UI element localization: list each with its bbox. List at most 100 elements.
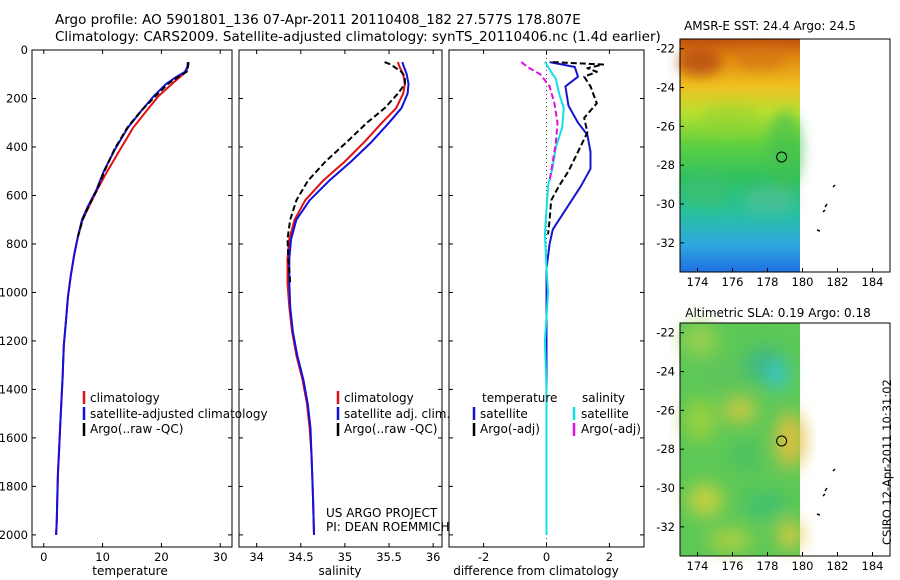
x-tick-label: 36 [426,550,441,564]
x-tick-label: 34 [249,550,264,564]
x-tick-label: 0 [543,550,550,564]
y-tick-label: 0 [21,43,28,57]
legend-label-climatology: climatology [90,391,160,405]
salinity-axes-frame [238,49,443,548]
x-tick-label: 0 [40,550,47,564]
temperature-panel: 0 200 400 600 800 1000 1200 1400 1600 1800 2000 0 1… [0,43,268,578]
legend-label-satellite: satellite-adjusted climatology [90,407,268,421]
sst-map-axes: 174 176 178 180 182 184 -22 -24 -26 -28 -30 -32 [656,42,883,289]
project-annotation-line2: PI: DEAN ROEMMICH [326,520,449,534]
map-x-tick-label: 182 [827,275,849,289]
series-line-salinity-argo-adj [520,61,559,182]
figure-title-line2: Climatology: CARS2009. Satellite-adjuste… [55,29,661,45]
series-line-satellite-adj-clim [288,61,410,535]
salinity-x-axis: 34 34.5 35 35.5 36 [249,50,440,564]
sst-field-texture [678,46,803,214]
legend-label-argo: Argo(..raw -QC) [90,422,183,436]
map-y-tick-label: -28 [656,158,675,172]
map-y-tick-label: -22 [656,326,675,340]
map-y-tick-label: -24 [656,81,675,95]
x-tick-label: 34.5 [288,550,314,564]
map-y-tick-label: -32 [656,520,675,534]
sst-map-title: AMSR-E SST: 24.4 Argo: 24.5 [684,19,856,33]
series-line-argo-raw-qc [76,61,190,237]
legend-title-salinity: salinity [582,391,625,405]
y-tick-label: 1800 [0,479,28,493]
map-x-tick-label: 176 [722,559,744,573]
map-x-tick-label: 184 [862,275,884,289]
legend-label-sal-argo: Argo(-adj) [581,422,641,436]
sst-map-panel: AMSR-E SST: 24.4 Argo: 24.5 174 176 178 180… [656,19,891,289]
map-x-tick-label: 184 [862,559,884,573]
y-tick-label: 1400 [0,382,28,396]
sst-heatmap [678,39,803,272]
map-x-tick-label: 178 [757,559,779,573]
y-tick-label: 200 [6,91,28,105]
map-y-tick-label: -26 [656,403,675,417]
series-line-salinity-satellite [543,61,565,535]
x-tick-label: 2 [606,550,613,564]
difference-y-ticks [449,49,644,536]
map-x-tick-label: 178 [757,275,779,289]
temperature-plot-area [55,61,190,535]
sst-islands [816,184,836,232]
map-y-tick-label: -28 [656,442,675,456]
map-x-tick-label: 180 [792,559,814,573]
map-y-tick-label: -24 [656,365,675,379]
map-y-tick-label: -32 [656,236,675,250]
x-tick-label: 35.5 [376,550,402,564]
figure-title-line1: Argo profile: AO 5901801_136 07-Apr-2011… [55,12,581,28]
difference-panel: -2 0 2 difference from climatology tempera… [448,49,645,578]
series-line-temperature-satellite [545,61,592,535]
series-line-climatology [55,61,190,535]
map-x-tick-label: 182 [827,559,849,573]
difference-x-axis: -2 0 2 [478,50,613,564]
x-tick-label: -2 [478,550,489,564]
salinity-legend: climatology satellite adj. clim. Argo(..… [336,391,450,436]
x-tick-label: 20 [154,550,169,564]
legend-label-climatology: climatology [344,391,414,405]
temperature-axes-frame [31,49,233,548]
y-tick-label: 2000 [0,528,28,542]
temperature-x-label: temperature [92,564,167,578]
sla-map-panel: Altimetric SLA: 0.19 Argo: 0.18 174 176 17… [656,306,891,573]
y-tick-label: 1000 [0,285,28,299]
x-tick-label: 30 [213,550,228,564]
sla-heatmap [680,323,804,556]
salinity-x-label: salinity [318,564,361,578]
difference-x-label: difference from climatology [453,564,619,578]
series-line-temperature-argo-adj [547,61,605,235]
x-tick-label: 35 [338,550,353,564]
map-x-tick-label: 176 [722,275,744,289]
series-line-argo-raw-qc [286,61,406,283]
x-tick-label: 10 [95,550,110,564]
series-line-climatology [286,61,406,535]
sla-field-texture [682,324,804,550]
project-annotation-line1: US ARGO PROJECT [326,506,438,520]
argo-position-marker [776,151,788,163]
temperature-y-axis: 0 200 400 600 800 1000 1200 1400 1600 1800 2000 [0,43,232,542]
temperature-x-axis: 0 10 20 30 [40,50,228,564]
legend-label-sal-satellite: satellite [581,407,629,421]
map-y-tick-label: -30 [656,197,675,211]
y-tick-label: 600 [6,188,28,202]
map-x-tick-label: 174 [687,275,709,289]
map-y-tick-label: -22 [656,42,675,56]
temperature-legend: climatology satellite-adjusted climatolo… [82,391,268,436]
legend-label-argo: Argo(..raw -QC) [344,422,437,436]
sla-map-frame [679,322,891,557]
y-tick-label: 1600 [0,431,28,445]
sla-map-axes: 174 176 178 180 182 184 -22 -24 -26 -28 -30 -32 [656,326,883,573]
difference-legend: temperature satellite Argo(-adj) salinit… [472,391,641,436]
map-y-tick-label: -30 [656,481,675,495]
legend-label-temp-argo: Argo(-adj) [480,422,540,436]
y-tick-label: 1200 [0,334,28,348]
legend-label-satellite: satellite adj. clim. [344,407,450,421]
series-line-satellite-adjusted-climatology [55,61,189,535]
legend-label-temp-satellite: satellite [480,407,528,421]
legend-title-temperature: temperature [482,391,557,405]
sst-map-frame [679,38,891,273]
y-tick-label: 800 [6,237,28,251]
salinity-plot-area [286,61,410,535]
